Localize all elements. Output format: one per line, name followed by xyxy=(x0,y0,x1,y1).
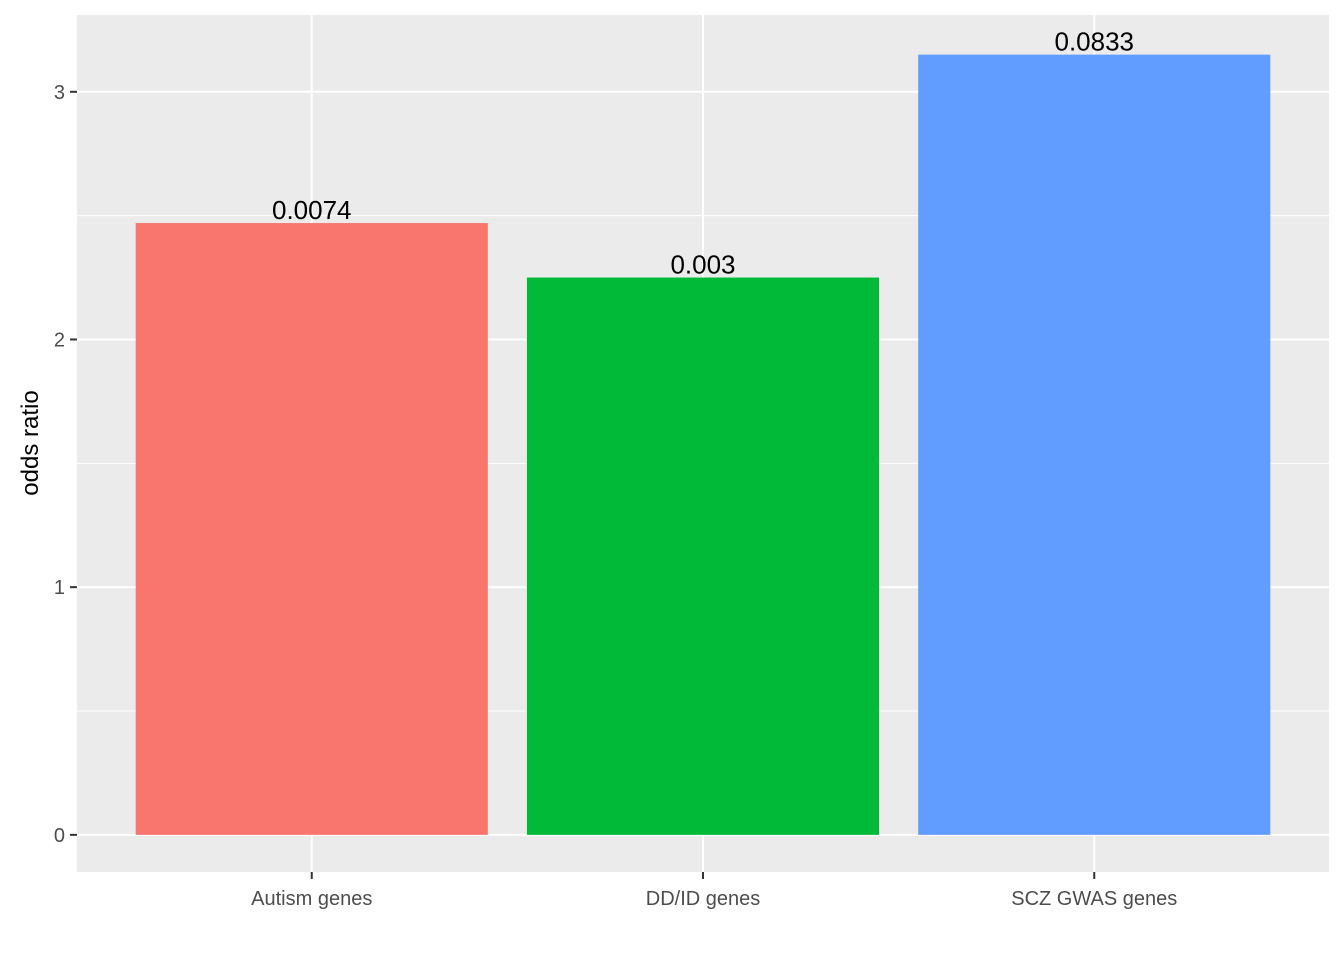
x-tick-label: DD/ID genes xyxy=(646,888,761,910)
bar-data-labels: 0.0074 0.003 0.0833 xyxy=(272,27,1134,280)
x-tick-label: Autism genes xyxy=(251,888,372,910)
y-tick-label: 3 xyxy=(54,82,65,104)
bars xyxy=(135,54,1271,835)
y-axis-title: odds ratio xyxy=(17,390,44,495)
bar-3 xyxy=(918,54,1271,835)
y-tick-label: 0 xyxy=(54,825,65,847)
bar-data-label: 0.0833 xyxy=(1054,27,1134,57)
y-tick-label: 1 xyxy=(54,577,65,599)
bar-data-label: 0.003 xyxy=(670,250,735,280)
x-tick-label: SCZ GWAS genes xyxy=(1011,888,1177,910)
x-axis: Autism genes DD/ID genes SCZ GWAS genes xyxy=(251,872,1177,910)
bar-2 xyxy=(526,277,880,835)
bar-data-label: 0.0074 xyxy=(272,195,352,225)
y-axis: 0 1 2 3 xyxy=(54,82,77,847)
bar-1 xyxy=(135,223,488,835)
y-tick-label: 2 xyxy=(54,329,65,351)
